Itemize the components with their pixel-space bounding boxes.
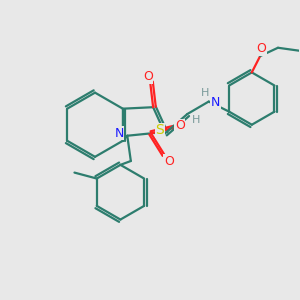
- Text: H: H: [191, 115, 200, 125]
- Text: N: N: [211, 96, 220, 109]
- Text: N: N: [114, 127, 124, 140]
- Text: H: H: [201, 88, 209, 98]
- Text: S: S: [156, 123, 164, 137]
- Text: O: O: [257, 42, 267, 55]
- Text: O: O: [175, 119, 185, 132]
- Text: O: O: [143, 70, 153, 83]
- Text: O: O: [164, 155, 174, 168]
